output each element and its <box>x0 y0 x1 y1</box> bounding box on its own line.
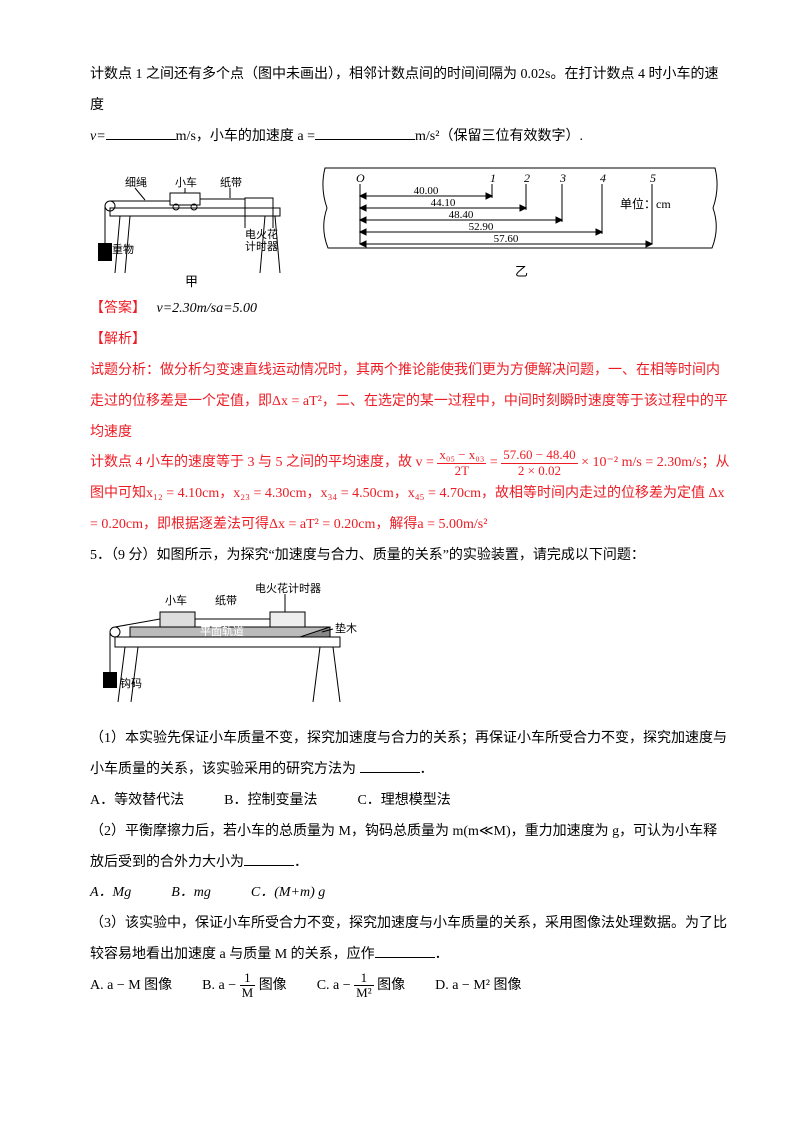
svg-text:2: 2 <box>524 171 530 185</box>
p2-blank <box>244 851 294 866</box>
analysis-p2: 计数点 4 小车的速度等于 3 与 5 之间的平均速度，故 v = x₀₅ − … <box>90 448 730 540</box>
label-timer-l1: 电火花 <box>245 228 278 241</box>
p3-optA: A. a − M 图像 <box>90 971 172 1002</box>
q5-part3: （3）该实验中，保证小车所受合力不变，探究加速度与小车质量的关系，采用图像法处理… <box>90 909 730 971</box>
intro-line2: v= m/s，小车的加速度 a = m/s²（保留三位有效数字）. <box>90 122 730 153</box>
p1-optB: B．控制变量法 <box>224 786 317 817</box>
p3-optB: B. a − 1M 图像 <box>202 971 287 1002</box>
p1-optC: C．理想模型法 <box>357 786 450 817</box>
label-zhidai: 纸带 <box>220 176 242 189</box>
blank-v <box>106 125 176 140</box>
q5-part2: （2）平衡摩擦力后，若小车的总质量为 M，钩码总质量为 m(m≪M)，重力加速度… <box>90 817 730 879</box>
label-timer-l2: 计时器 <box>245 240 278 253</box>
p3-dot: ． <box>435 947 449 962</box>
p3-optD: D. a − M² 图像 <box>435 971 521 1002</box>
svg-text:O: O <box>356 171 365 185</box>
lbl-dianmu: 垫木 <box>335 621 357 635</box>
figure1-row: 细绳 小车 纸带 重物 电火花 计时器 甲 O 1 2 3 4 5 <box>90 158 730 288</box>
intro-suffix: m/s²（保留三位有效数字）. <box>415 129 583 144</box>
lbl-zhidai2: 纸带 <box>215 594 237 607</box>
svg-text:52.90: 52.90 <box>469 221 494 233</box>
frac1: x₀₅ − x₀₃2T <box>437 448 486 478</box>
page: 计数点 1 之间还有多个点（图中未画出），相邻计数点间的时间间隔为 0.02s。… <box>0 0 800 1042</box>
q5-part3-options: A. a − M 图像 B. a − 1M 图像 C. a − 1M² 图像 D… <box>90 971 730 1002</box>
svg-text:44.10: 44.10 <box>431 197 456 209</box>
v-prefix: v= <box>90 129 106 144</box>
label-yi: 乙 <box>515 264 528 279</box>
figure2: 小车 纸带 电火花计时器 平面轨道 垫木 钩码 <box>90 572 730 725</box>
p1-dot: ． <box>420 762 434 777</box>
label-xiaoche: 小车 <box>175 175 197 189</box>
answer-row: 【答案】 v=2.30m/sa=5.00 <box>90 294 730 325</box>
p2-dot: ． <box>294 855 308 870</box>
svg-text:1: 1 <box>490 171 496 185</box>
p2a: 计数点 4 小车的速度等于 3 与 5 之间的平均速度，故 v = <box>90 455 437 470</box>
answer-label: 【答案】 <box>90 301 146 316</box>
label-zhongwu: 重物 <box>112 242 134 256</box>
lbl-gouma: 钩码 <box>120 676 142 690</box>
label-jia: 甲 <box>185 274 198 288</box>
intro-line1: 计数点 1 之间还有多个点（图中未画出），相邻计数点间的时间间隔为 0.02s。… <box>90 60 730 122</box>
lbl-timer2: 电火花计时器 <box>255 582 321 595</box>
eq1: = <box>486 455 501 470</box>
lbl-xiaoche2: 小车 <box>165 593 187 607</box>
q5-title: 5．（9 分）如图所示，为探究“加速度与合力、质量的关系”的实验装置，请完成以下… <box>90 541 730 572</box>
p3-optC: C. a − 1M² 图像 <box>317 971 405 1002</box>
analysis-p1: 试题分析：做分析匀变速直线运动情况时，其两个推论能使我们更为方便解决问题，一、在… <box>90 356 730 448</box>
answer-text: v=2.30m/sa=5.00 <box>157 301 258 316</box>
p3-blank <box>375 943 435 958</box>
p1-blank <box>360 758 420 773</box>
q5-part1-options: A．等效替代法 B．控制变量法 C．理想模型法 <box>90 786 730 817</box>
svg-text:57.60: 57.60 <box>494 233 519 245</box>
apparatus2-svg: 小车 纸带 电火花计时器 平面轨道 垫木 钩码 <box>90 572 370 712</box>
svg-text:3: 3 <box>559 171 566 185</box>
label-xisheng: 细绳 <box>125 175 147 189</box>
svg-text:40.00: 40.00 <box>414 185 439 197</box>
label-unit: 单位：cm <box>620 196 671 211</box>
p2-optC: C．(M+m) g <box>251 878 325 909</box>
p2-optB: B．mg <box>171 878 211 909</box>
blank-a <box>315 125 415 140</box>
svg-text:48.40: 48.40 <box>449 209 474 221</box>
p2-optA: A．Mg <box>90 878 131 909</box>
analysis-label: 【解析】 <box>90 325 730 356</box>
apparatus-jia-svg: 细绳 小车 纸带 重物 电火花 计时器 甲 <box>90 158 300 288</box>
tape-yi-svg: O 1 2 3 4 5 <box>320 158 720 288</box>
p2-text: （2）平衡摩擦力后，若小车的总质量为 M，钩码总质量为 m(m≪M)，重力加速度… <box>90 824 717 870</box>
p1-optA: A．等效替代法 <box>90 786 184 817</box>
frac2: 57.60 − 48.402 × 0.02 <box>501 448 577 478</box>
svg-text:4: 4 <box>600 171 606 185</box>
q5-part1: （1）本实验先保证小车质量不变，探究加速度与合力的关系；再保证小车所受合力不变，… <box>90 724 730 786</box>
intro-mid: m/s，小车的加速度 a = <box>176 129 315 144</box>
svg-text:5: 5 <box>650 171 656 185</box>
q5-part2-options: A．Mg B．mg C．(M+m) g <box>90 878 730 909</box>
lbl-guidao: 平面轨道 <box>200 624 244 638</box>
